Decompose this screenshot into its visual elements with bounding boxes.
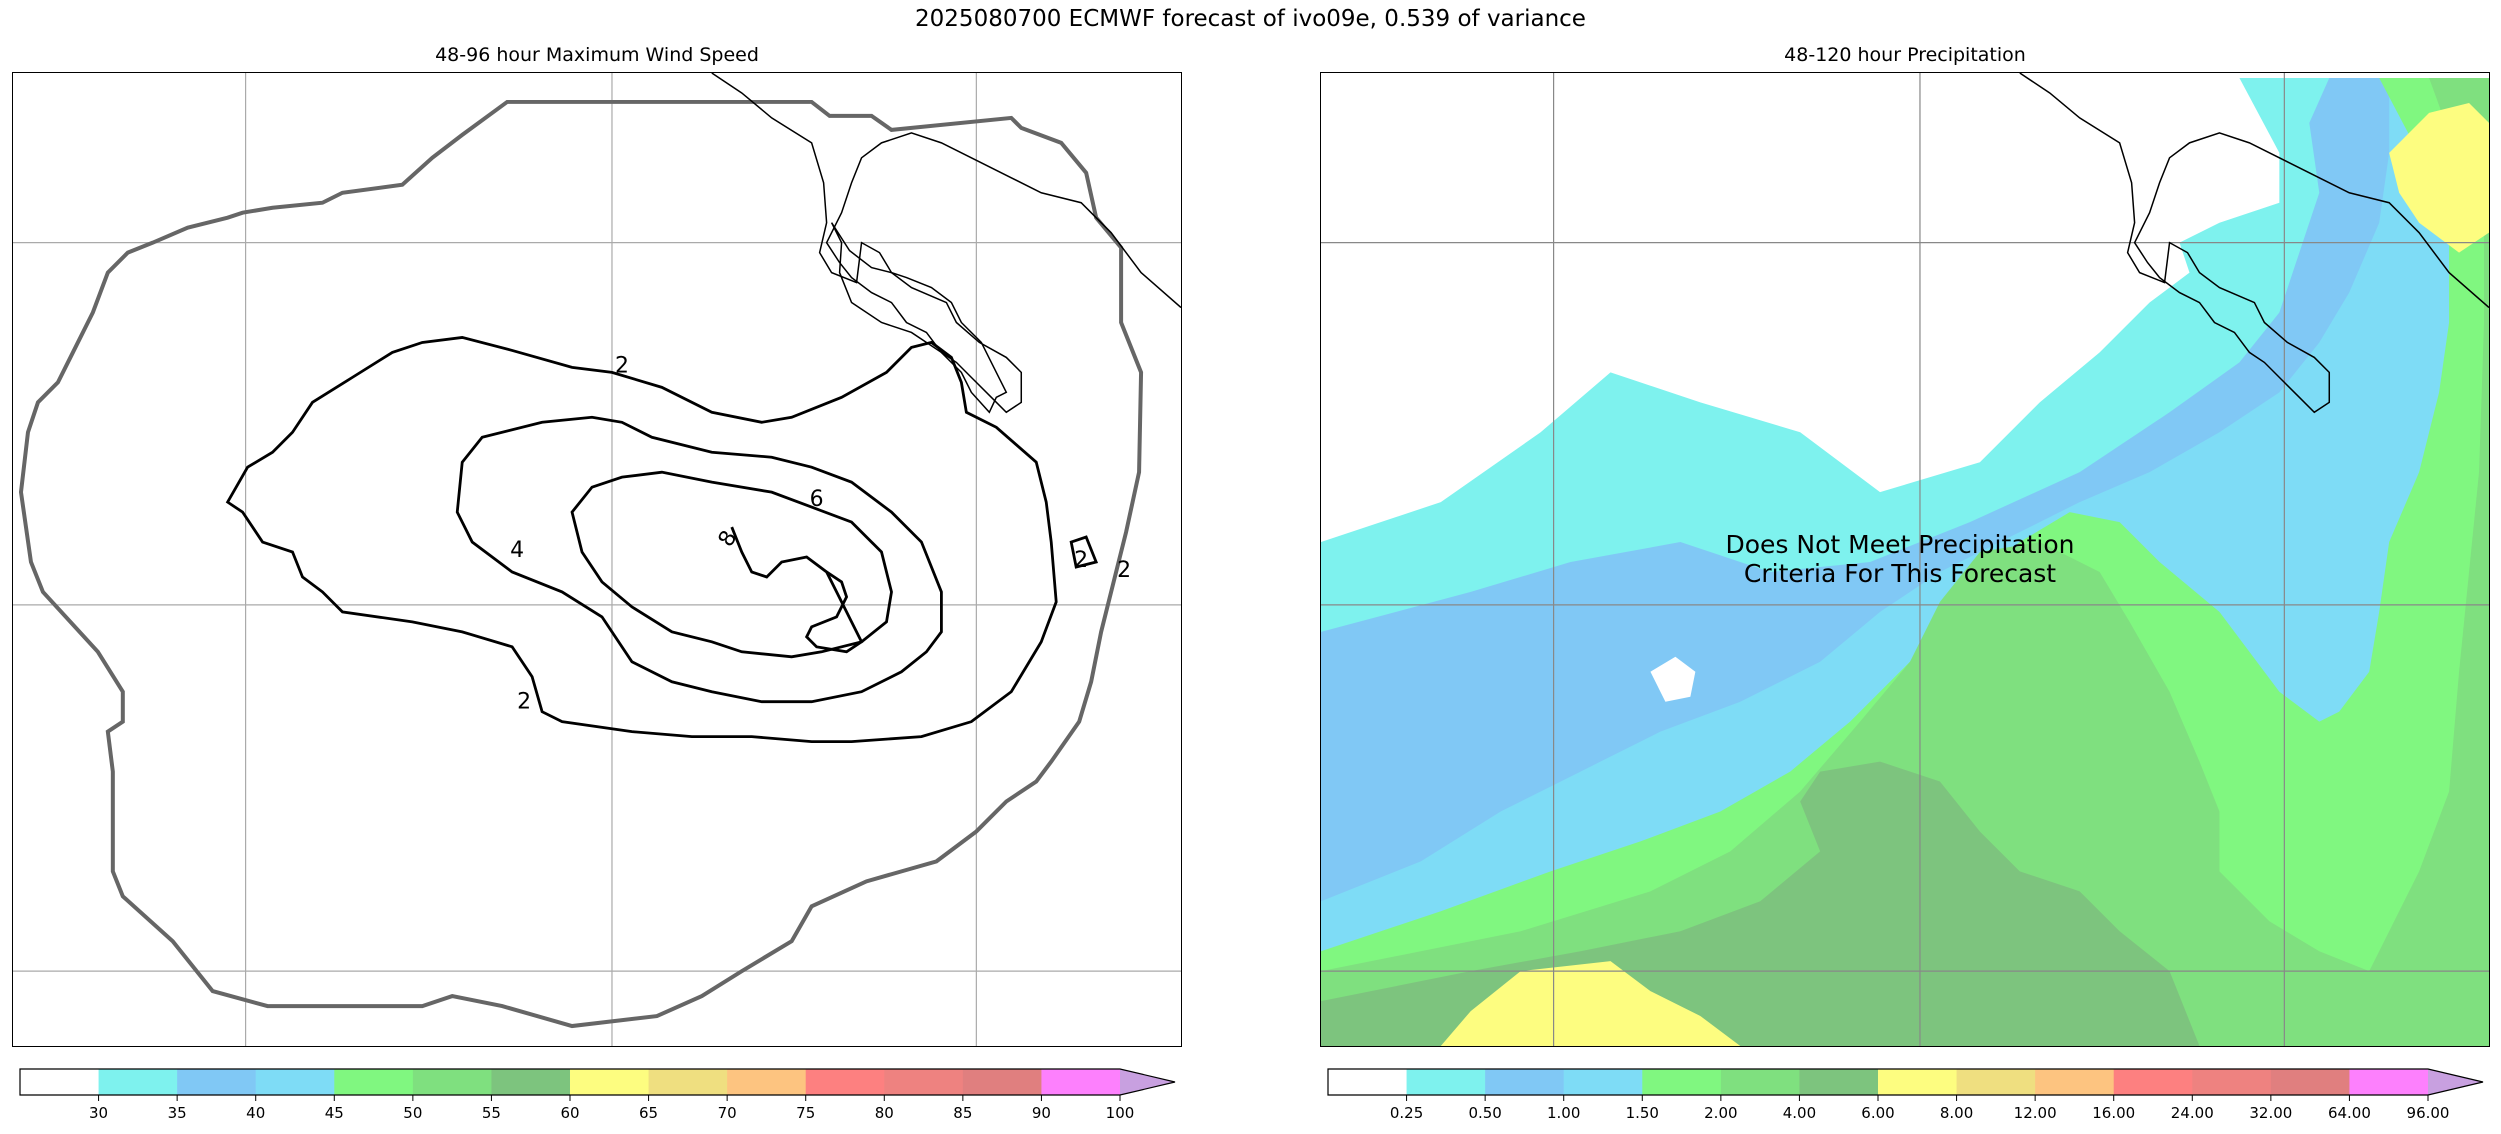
precip-panel-title: 48-120 hour Precipitation <box>1784 44 2026 66</box>
wind-colorbar-swatch <box>805 1069 885 1095</box>
contour-label-2c: 2 <box>1117 558 1131 583</box>
wind-colorbar-swatch <box>884 1069 964 1095</box>
precip-colorbar-swatch <box>2270 1069 2350 1095</box>
contour-label-2: 2 <box>615 353 629 378</box>
precip-colorbar-tick-label: 6.00 <box>1861 1104 1895 1122</box>
precip-colorbar-tick-label: 24.00 <box>2170 1104 2214 1122</box>
wind-colorbar-swatch <box>98 1069 178 1095</box>
wind-colorbar-tick-label: 65 <box>639 1104 659 1122</box>
wind-colorbar-swatch <box>1041 1069 1121 1095</box>
envelope-contour <box>18 99 1144 1029</box>
wind-colorbar-swatch <box>648 1069 728 1095</box>
wind-colorbar-swatch <box>727 1069 807 1095</box>
precip-colorbar-ticks: 0.25 0.50 1.00 1.50 2.00 4.00 6.00 8.00 12.00 16.… <box>1328 1104 2483 1124</box>
precip-colorbar-tick-label: 8.00 <box>1939 1104 1974 1122</box>
precip-colorbar-tick-label: 16.00 <box>2092 1104 2136 1122</box>
precip-colorbar-swatch <box>1878 1069 1958 1095</box>
wind-colorbar-tick-label: 85 <box>953 1104 973 1122</box>
wind-colorbar-tick-label: 90 <box>1031 1104 1051 1122</box>
wind-colorbar-swatch <box>412 1069 492 1095</box>
precip-colorbar-tick-label: 96.00 <box>2406 1104 2450 1122</box>
precip-colorbar-swatch <box>1956 1069 2036 1095</box>
precip-colorbar-swatch <box>1799 1069 1879 1095</box>
precipitation-map <box>1320 72 2490 1047</box>
precip-colorbar-extend-arrow <box>2428 1069 2483 1095</box>
wind-colorbar-tick-label: 80 <box>874 1104 894 1122</box>
precip-colorbar-swatch <box>2113 1069 2193 1095</box>
wind-colorbar-swatch <box>491 1069 571 1095</box>
precip-colorbar-swatch <box>1328 1069 1408 1095</box>
wind-colorbar-tick-label: 50 <box>403 1104 423 1122</box>
precip-colorbar-swatch <box>1406 1069 1486 1095</box>
wind-colorbar-tick-label: 40 <box>246 1104 266 1122</box>
wind-colorbar-tick-label: 45 <box>324 1104 344 1122</box>
wind-colorbar-swatch <box>334 1069 414 1095</box>
contour-label-2d: 2 <box>517 690 531 715</box>
wind-colorbar-tick-label: 35 <box>167 1104 187 1122</box>
wind-colorbar-tick-label: 55 <box>481 1104 501 1122</box>
precip-colorbar-tick-label: 1.00 <box>1547 1104 1581 1122</box>
precip-colorbar-tick-label: 64.00 <box>2327 1104 2371 1122</box>
coastline <box>711 73 1181 414</box>
no-precip-line2: Criteria For This Forecast <box>1743 559 2057 588</box>
precip-colorbar-swatch <box>2035 1069 2115 1095</box>
wind-colorbar-tick-label: 30 <box>89 1104 109 1122</box>
wind-colorbar-ticks: 30 35 40 45 50 55 60 65 70 75 80 85 90 100 <box>20 1104 1175 1124</box>
coastline <box>2019 73 2489 414</box>
contour-label-4: 4 <box>510 538 524 563</box>
wind-colorbar-swatch <box>177 1069 257 1095</box>
wind-colorbar-swatch <box>255 1069 335 1095</box>
precip-colorbar-swatch <box>2349 1069 2429 1095</box>
wind-speed-map: 2 4 6 8 2 2 2 <box>12 72 1182 1047</box>
precip-colorbar-swatch <box>1485 1069 1565 1095</box>
wind-colorbar-outline <box>19 1068 1176 1096</box>
precip-colorbar-tick-label: 0.25 <box>1389 1104 1424 1122</box>
precip-colorbar <box>1327 1068 2484 1101</box>
wind-colorbar-swatch <box>20 1069 100 1095</box>
figure-title: 2025080700 ECMWF forecast of ivo09e, 0.5… <box>915 6 1586 32</box>
wind-colorbar-swatch <box>570 1069 650 1095</box>
precip-colorbar-swatch <box>1563 1069 1643 1095</box>
map-gridlines <box>1321 73 2489 1046</box>
no-precip-line1: Does Not Meet Precipitation <box>1725 530 2075 559</box>
wind-colorbar-tick-label: 75 <box>796 1104 816 1122</box>
map-gridlines <box>13 73 1181 1046</box>
wind-colorbar-extend-arrow <box>1120 1069 1175 1095</box>
precip-colorbar-outline <box>1327 1068 2484 1096</box>
wind-colorbar-tick-label: 60 <box>560 1104 580 1122</box>
precip-colorbar-swatch <box>1720 1069 1800 1095</box>
precip-shading <box>1321 77 2489 1046</box>
wind-colorbar-tick-label: 70 <box>717 1104 737 1122</box>
precip-colorbar-tick-label: 2.00 <box>1704 1104 1738 1122</box>
contour-label-8: 8 <box>714 526 743 551</box>
wind-contours <box>225 336 1099 744</box>
precip-colorbar-tick-label: 4.00 <box>1782 1104 1817 1122</box>
precip-colorbar-tick-label: 1.50 <box>1625 1104 1659 1122</box>
wind-panel-title: 48-96 hour Maximum Wind Speed <box>435 44 759 66</box>
no-precip-message: Does Not Meet Precipitation Criteria For… <box>1660 530 2140 588</box>
wind-colorbar-tick-label: 100 <box>1105 1104 1135 1122</box>
wind-colorbar-swatch <box>962 1069 1042 1095</box>
precip-colorbar-tick-label: 0.50 <box>1468 1104 1502 1122</box>
precip-colorbar-tick-label: 12.00 <box>2013 1104 2057 1122</box>
precip-colorbar-tick-label: 32.00 <box>2249 1104 2293 1122</box>
precip-colorbar-swatch <box>1642 1069 1722 1095</box>
wind-colorbar <box>19 1068 1176 1101</box>
contour-label-6: 6 <box>810 487 824 512</box>
precip-colorbar-swatch <box>2192 1069 2272 1095</box>
contour-label-2b: 2 <box>1074 548 1088 573</box>
